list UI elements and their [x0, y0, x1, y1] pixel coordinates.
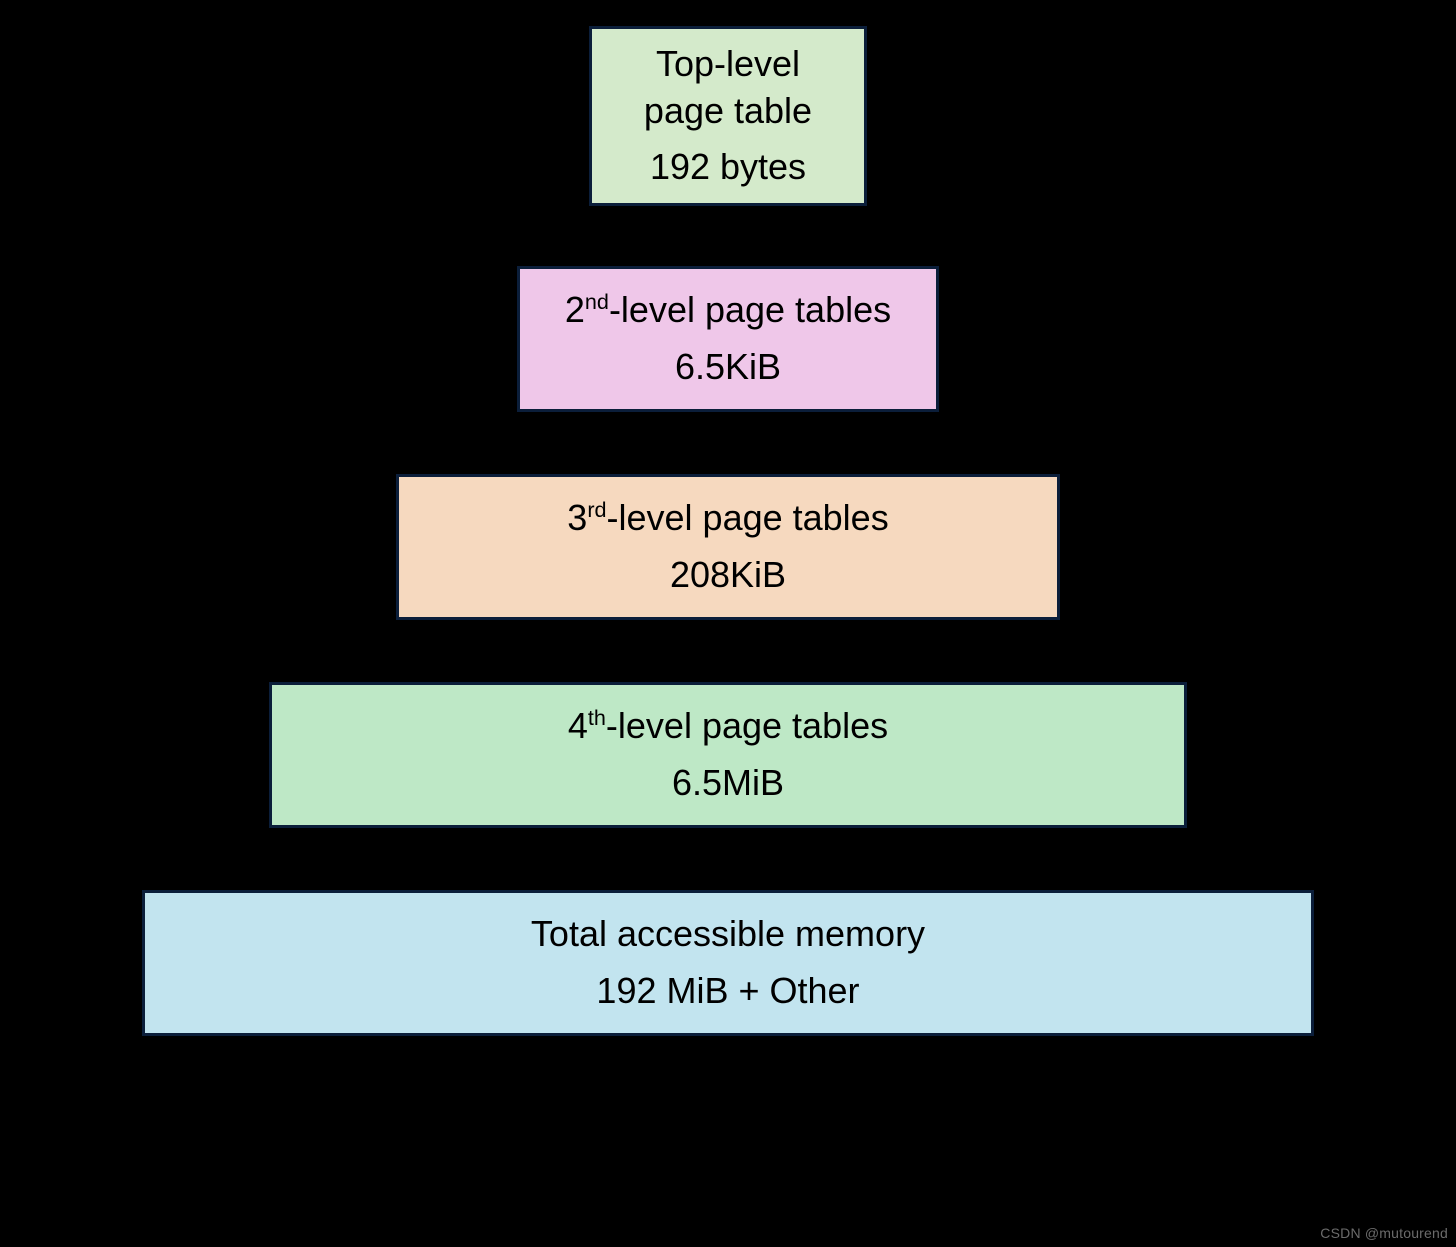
tier-size: 6.5MiB: [672, 760, 784, 807]
tier-title: 2nd-level page tables: [565, 287, 891, 334]
tier-size: 192 bytes: [650, 144, 806, 191]
tier-size: 192 MiB + Other: [596, 968, 859, 1015]
tier-level-3: 3rd-level page tables 208KiB: [396, 474, 1060, 620]
watermark-text: CSDN @mutourend: [1320, 1225, 1448, 1241]
tier-size: 208KiB: [670, 552, 786, 599]
tier-title: Total accessible memory: [531, 911, 925, 958]
tier-level-2: 2nd-level page tables 6.5KiB: [517, 266, 939, 412]
pyramid-diagram: Top-levelpage table 192 bytes 2nd-level …: [0, 0, 1456, 1247]
tier-level-4: 4th-level page tables 6.5MiB: [269, 682, 1187, 828]
tier-total: Total accessible memory 192 MiB + Other: [142, 890, 1314, 1036]
tier-title: 4th-level page tables: [568, 703, 888, 750]
tier-top-level: Top-levelpage table 192 bytes: [589, 26, 867, 206]
tier-title: 3rd-level page tables: [567, 495, 888, 542]
tier-size: 6.5KiB: [675, 344, 781, 391]
tier-title: Top-levelpage table: [644, 41, 812, 135]
